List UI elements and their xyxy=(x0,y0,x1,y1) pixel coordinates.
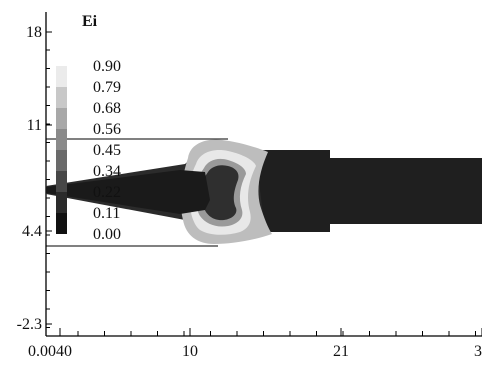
contour-field xyxy=(46,139,482,244)
colorbar-swatches xyxy=(56,66,67,234)
colorbar-level-label: 0.56 xyxy=(93,121,121,138)
x-tick-label: 21 xyxy=(333,343,349,360)
domain-boundary xyxy=(46,138,228,247)
colorbar-swatch xyxy=(56,150,67,171)
y-tick-label: 4.4 xyxy=(22,223,42,240)
y-tick-label: 18 xyxy=(26,24,42,41)
y-tick-label: -2.3 xyxy=(17,316,42,333)
colorbar-swatch xyxy=(56,108,67,129)
axis-ticks: 18 11 4.4 -2.3 0.0040 10 21 3 xyxy=(17,24,482,360)
colorbar-swatch xyxy=(56,192,67,213)
colorbar-level-label: 0.34 xyxy=(93,163,121,180)
colorbar-swatch xyxy=(56,129,67,150)
colorbar-level-label: 0.68 xyxy=(93,100,121,117)
right-plume-band xyxy=(255,150,482,232)
colorbar-swatch xyxy=(56,213,67,234)
colorbar: 0.90 0.79 0.68 0.56 0.45 0.34 0.22 0.11 0.00 Ei xyxy=(56,13,121,243)
jet-core-band xyxy=(46,170,210,214)
colorbar-level-label: 0.11 xyxy=(93,205,120,222)
colorbar-level-label: 0.45 xyxy=(93,142,121,159)
x-tick-label: 0.0040 xyxy=(28,343,72,360)
colorbar-level-label: 0.00 xyxy=(93,226,121,243)
colorbar-swatch xyxy=(56,171,67,192)
colorbar-swatch xyxy=(56,66,67,87)
colorbar-level-label: 0.22 xyxy=(93,184,121,201)
x-tick-label: 3 xyxy=(474,343,482,360)
x-tick-label: 10 xyxy=(182,343,198,360)
y-tick-label: 11 xyxy=(27,117,42,134)
colorbar-level-label: 0.79 xyxy=(93,79,121,96)
colorbar-labels: 0.90 0.79 0.68 0.56 0.45 0.34 0.22 0.11 0.00 xyxy=(93,58,121,243)
colorbar-swatch xyxy=(56,87,67,108)
colorbar-title: Ei xyxy=(82,13,98,30)
core-bulb-band xyxy=(201,165,239,221)
colorbar-level-label: 0.90 xyxy=(93,58,121,75)
axes: 18 11 4.4 -2.3 0.0040 10 21 3 xyxy=(17,12,482,360)
